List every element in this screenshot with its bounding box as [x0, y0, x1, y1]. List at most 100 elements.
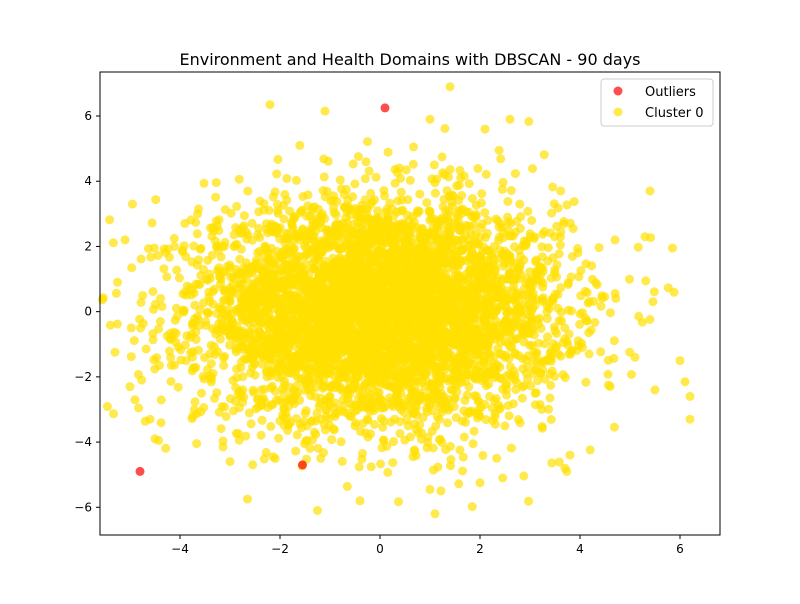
cluster-0-point [357, 331, 367, 341]
cluster-0-point [321, 412, 331, 422]
cluster-0-point [526, 318, 536, 327]
cluster-0-point [269, 269, 279, 279]
cluster-0-point [389, 437, 398, 447]
cluster-0-point [396, 187, 406, 197]
cluster-0-point [554, 249, 564, 259]
cluster-0-point [451, 339, 461, 349]
cluster-0-point [375, 266, 384, 276]
cluster-0-point [412, 208, 422, 218]
cluster-0-point [265, 100, 275, 110]
cluster-0-point [498, 233, 508, 243]
cluster-0-point [338, 277, 348, 287]
cluster-0-point [496, 154, 506, 164]
cluster-0-point [398, 332, 408, 342]
cluster-0-point [645, 315, 655, 324]
cluster-0-point [648, 297, 658, 307]
cluster-0-point [436, 434, 445, 444]
cluster-0-point [506, 186, 516, 195]
cluster-0-point [311, 319, 320, 329]
cluster-0-point [423, 437, 433, 447]
cluster-0-point [372, 257, 382, 267]
cluster-0-point [280, 234, 290, 243]
cluster-0-point [432, 174, 442, 184]
cluster-0-point [503, 339, 513, 349]
cluster-0-point [500, 289, 510, 299]
cluster-0-point [611, 294, 621, 303]
cluster-0-point [295, 252, 305, 262]
cluster-0-point [276, 278, 286, 288]
cluster-0-point [172, 311, 182, 321]
cluster-0-point [514, 245, 524, 255]
cluster-0-point [242, 234, 252, 244]
cluster-0-point [408, 300, 418, 309]
cluster-0-point [403, 421, 413, 431]
cluster-0-point [489, 285, 499, 295]
cluster-0-point [433, 462, 443, 472]
cluster-0-point [231, 429, 241, 438]
cluster-0-point [429, 286, 439, 296]
cluster-0-point [268, 452, 278, 462]
cluster-0-point [187, 319, 197, 329]
cluster-0-point [191, 327, 201, 337]
cluster-0-point [108, 238, 118, 248]
cluster-0-point [376, 413, 386, 423]
cluster-0-point [362, 291, 372, 300]
cluster-0-point [450, 393, 460, 403]
cluster-0-point [236, 363, 246, 373]
cluster-0-point [232, 201, 242, 211]
cluster-0-point [281, 408, 291, 418]
cluster-0-point [273, 224, 283, 234]
cluster-0-point [279, 364, 289, 374]
cluster-0-point [445, 441, 455, 451]
cluster-0-point [427, 379, 437, 389]
cluster-0-point [456, 225, 466, 235]
cluster-0-point [351, 418, 361, 428]
cluster-0-point [531, 266, 541, 276]
cluster-0-point [362, 210, 372, 220]
cluster-0-point [399, 364, 409, 374]
cluster-0-point [246, 345, 256, 355]
cluster-0-point [567, 252, 577, 261]
cluster-0-point [328, 424, 338, 434]
cluster-0-point [321, 345, 331, 355]
cluster-0-point [576, 266, 586, 275]
cluster-0-point [545, 348, 555, 358]
cluster-0-point [367, 382, 377, 392]
cluster-0-point [564, 349, 574, 359]
cluster-0-point [481, 169, 491, 179]
cluster-0-point [350, 339, 360, 349]
cluster-0-point [366, 462, 376, 472]
cluster-0-point [234, 174, 244, 184]
cluster-0-point [407, 221, 417, 231]
cluster-0-point [277, 372, 287, 382]
cluster-0-point [248, 385, 258, 395]
cluster-0-point [379, 225, 389, 235]
cluster-0-point [112, 319, 122, 329]
cluster-0-point [361, 157, 371, 167]
cluster-0-point [649, 287, 659, 297]
cluster-0-point [238, 397, 248, 407]
cluster-0-point [403, 347, 413, 357]
cluster-0-point [241, 258, 251, 268]
cluster-0-point [470, 294, 480, 304]
cluster-0-point [398, 205, 408, 215]
cluster-0-point [332, 224, 341, 234]
cluster-0-point [478, 450, 488, 460]
cluster-0-point [475, 349, 484, 359]
cluster-0-point [326, 196, 336, 206]
cluster-0-point [497, 328, 507, 338]
cluster-0-point [325, 291, 334, 301]
cluster-0-point [169, 233, 179, 243]
cluster-0-point [577, 338, 587, 348]
cluster-0-point [438, 202, 448, 211]
cluster-0-point [288, 291, 298, 301]
cluster-0-point [492, 453, 502, 463]
cluster-0-point [337, 372, 347, 382]
cluster-0-point [392, 341, 402, 351]
cluster-0-point [348, 159, 358, 169]
cluster-0-point [98, 293, 108, 303]
cluster-0-point [149, 243, 159, 253]
cluster-0-point [524, 496, 534, 506]
cluster-0-point [173, 382, 183, 392]
cluster-0-point [425, 321, 435, 331]
